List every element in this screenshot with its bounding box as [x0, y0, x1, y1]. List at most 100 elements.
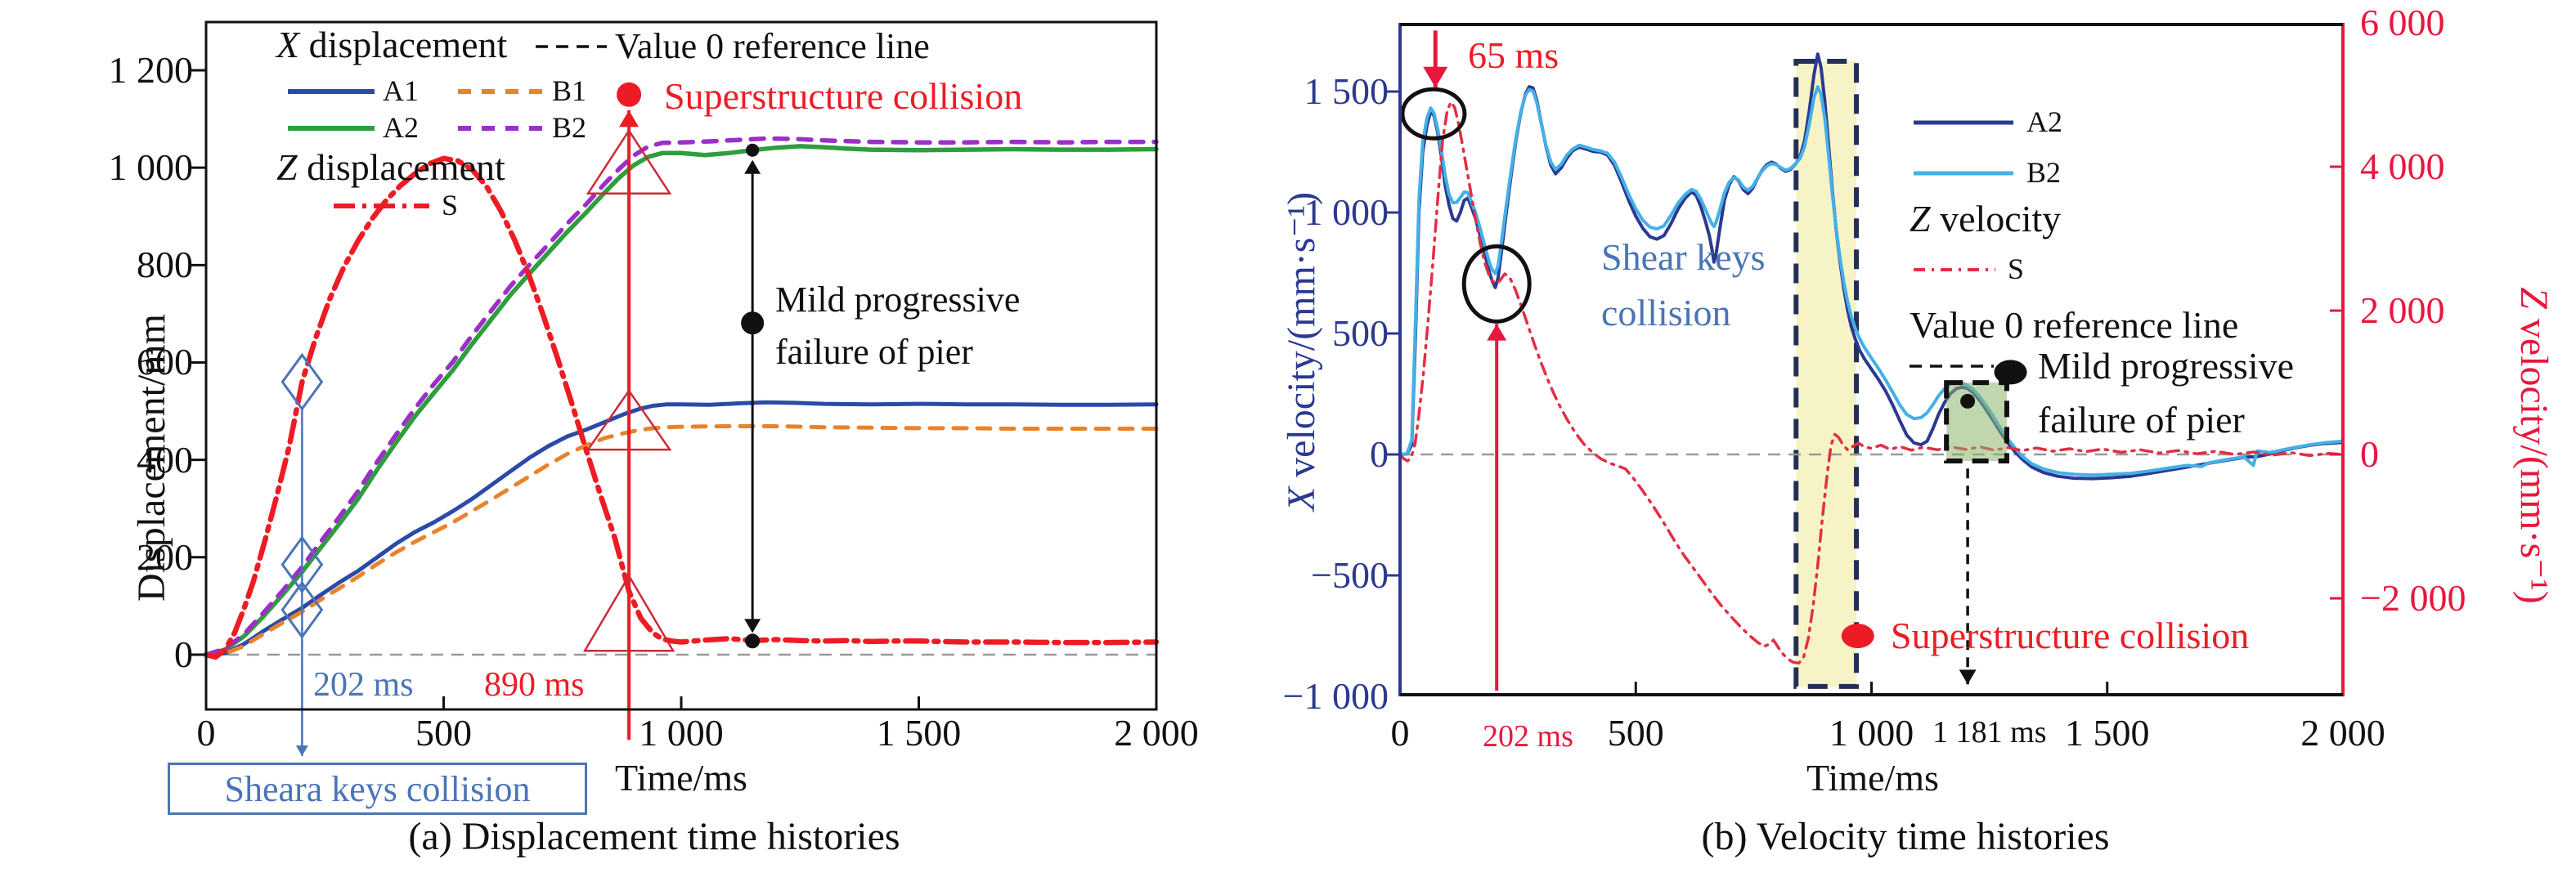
dot-marker [617, 82, 642, 107]
tick-label-y-left: 1 500 [1304, 69, 1389, 112]
legend-label-s: S [442, 189, 459, 222]
tick-label-y-right: −2 000 [2360, 576, 2466, 619]
chart-b-caption: (b) Velocity time histories [1701, 814, 2110, 858]
tick-label-x-event: 202 ms [1483, 719, 1573, 754]
tick-label-x: 500 [1607, 711, 1664, 754]
chart-b-x-axis-title: Time/ms [1806, 756, 1939, 799]
annotation-mild-progressive-line1-b: Mild progressive [2038, 344, 2295, 387]
collision-triangle-marker [582, 573, 675, 652]
tick-label-y-left: 500 [1332, 311, 1389, 354]
arrowhead [744, 619, 761, 633]
annotation-superstructure-collision-b: Superstructure collision [1891, 614, 2250, 656]
annotation-890ms-a: 890 ms [484, 665, 585, 704]
chart-a-x-axis-title: Time/ms [615, 756, 747, 799]
tick-label-x: 1 000 [639, 711, 724, 754]
tick-label-x: 500 [415, 711, 472, 754]
tick-label-y: 0 [174, 633, 193, 675]
tick-label-y-left: −500 [1311, 553, 1389, 596]
shear-keys-diamond-marker [280, 580, 324, 639]
legend-label-s-velocity: S [2008, 253, 2025, 286]
legend-label-a2: A2 [383, 111, 419, 145]
chart-a-caption: (a) Displacement time histories [408, 814, 900, 858]
series-S-line [203, 155, 1160, 660]
arrowhead [744, 159, 761, 174]
legend-z-var: Z [276, 145, 298, 188]
arrowhead [619, 110, 640, 128]
tick-label-y-right: 2 000 [2360, 289, 2445, 331]
tick-label-y: 200 [137, 535, 193, 578]
legend-label-b1: B1 [552, 74, 587, 108]
highlight-box [1793, 58, 1860, 689]
emphasis-circle-marker [1461, 244, 1532, 324]
arrowhead [1487, 324, 1507, 341]
tick-label-y-right: 6 000 [2360, 1, 2445, 43]
annotation-65ms: 65 ms [1468, 34, 1560, 76]
dot-marker [1841, 624, 1874, 649]
tick-label-y-right: 0 [2360, 432, 2379, 475]
annotation-shear-keys-line2: collision [1601, 291, 1731, 333]
legend-x-rest: displacement [299, 23, 508, 65]
series-B1-line [204, 424, 1159, 657]
shear-keys-diamond-marker [280, 535, 324, 594]
tick-label-y: 600 [137, 341, 193, 383]
dot-marker [745, 633, 761, 649]
emphasis-circle-marker [1400, 87, 1467, 141]
arrowhead [1423, 66, 1448, 88]
arrowhead [295, 745, 308, 756]
highlight-box [1944, 380, 2009, 464]
collision-triangle-marker [586, 128, 672, 195]
tick-label-y-left: 0 [1370, 432, 1389, 475]
annotation-202ms-a: 202 ms [313, 665, 414, 704]
tick-label-x: 1 500 [876, 711, 962, 754]
series-S-line [1398, 101, 2345, 665]
tick-label-x-event: 1 181 ms [1932, 715, 2047, 750]
annotation-shear-keys-collision-text: Sheara keys collision [224, 768, 531, 809]
legend-label-a1: A1 [383, 74, 419, 108]
axis-title-x-var: X [1279, 486, 1323, 512]
tick-label-x: 1 000 [1829, 711, 1914, 754]
tick-label-x: 2 000 [1114, 711, 1199, 754]
tick-label-y-left: −1 000 [1282, 674, 1389, 717]
tick-label-x: 2 000 [2300, 711, 2385, 754]
legend-zvel-rest: velocity [1930, 197, 2062, 239]
dot-marker [741, 311, 765, 335]
chart-a-legend-x-displacement-title: X displacement [276, 25, 507, 65]
collision-triangle-marker [586, 388, 672, 451]
tick-label-y: 800 [137, 244, 193, 286]
axis-title-z-rest: velocity/(mm·s⁻¹) [2512, 308, 2556, 604]
annotation-superstructure-collision-a: Superstructure collision [664, 74, 1023, 117]
tick-label-x: 0 [196, 711, 216, 754]
legend-zvel-var: Z [1910, 197, 1931, 239]
legend-x-var: X [276, 23, 300, 65]
annotation-shear-keys-collision-box: Sheara keys collision [168, 763, 587, 815]
legend-label-value0-velocity: Value 0 reference line [1910, 303, 2239, 346]
series-A2-line [204, 144, 1159, 657]
legend-label-value0: Value 0 reference line [615, 25, 930, 66]
tick-label-x: 1 500 [2065, 711, 2150, 754]
dot-marker [746, 143, 760, 157]
tick-label-y: 1 200 [108, 48, 194, 91]
chart-b-right-y-axis-title: Z velocity/(mm·s⁻¹) [2512, 287, 2556, 604]
arrowhead [1959, 669, 1977, 685]
chart-a-legend-z-displacement-title: Z displacement [276, 145, 505, 188]
series-B2-line [204, 136, 1159, 657]
annotation-shear-keys-line1: Shear keys [1601, 235, 1766, 278]
tick-label-y-left: 1 000 [1304, 190, 1389, 233]
chart-b-legend-z-velocity-title: Z velocity [1910, 199, 2061, 239]
series-A1-line [204, 400, 1159, 657]
annotation-mild-progressive-line2-b: failure of pier [2038, 398, 2245, 441]
shear-keys-diamond-marker [280, 352, 324, 411]
tick-label-y: 1 000 [108, 145, 194, 188]
annotation-mild-progressive-line1-a: Mild progressive [775, 279, 1021, 320]
tick-label-y: 400 [137, 438, 193, 481]
legend-label-a2-velocity: A2 [2026, 105, 2062, 139]
legend-label-b2-velocity: B2 [2026, 156, 2062, 190]
dot-marker [1994, 360, 2027, 385]
axis-title-z-var: Z [2512, 287, 2556, 309]
legend-label-b2: B2 [552, 111, 587, 145]
tick-label-y-right: 4 000 [2360, 145, 2445, 187]
legend-z-rest: displacement [297, 145, 505, 188]
tick-label-x: 0 [1390, 711, 1410, 754]
